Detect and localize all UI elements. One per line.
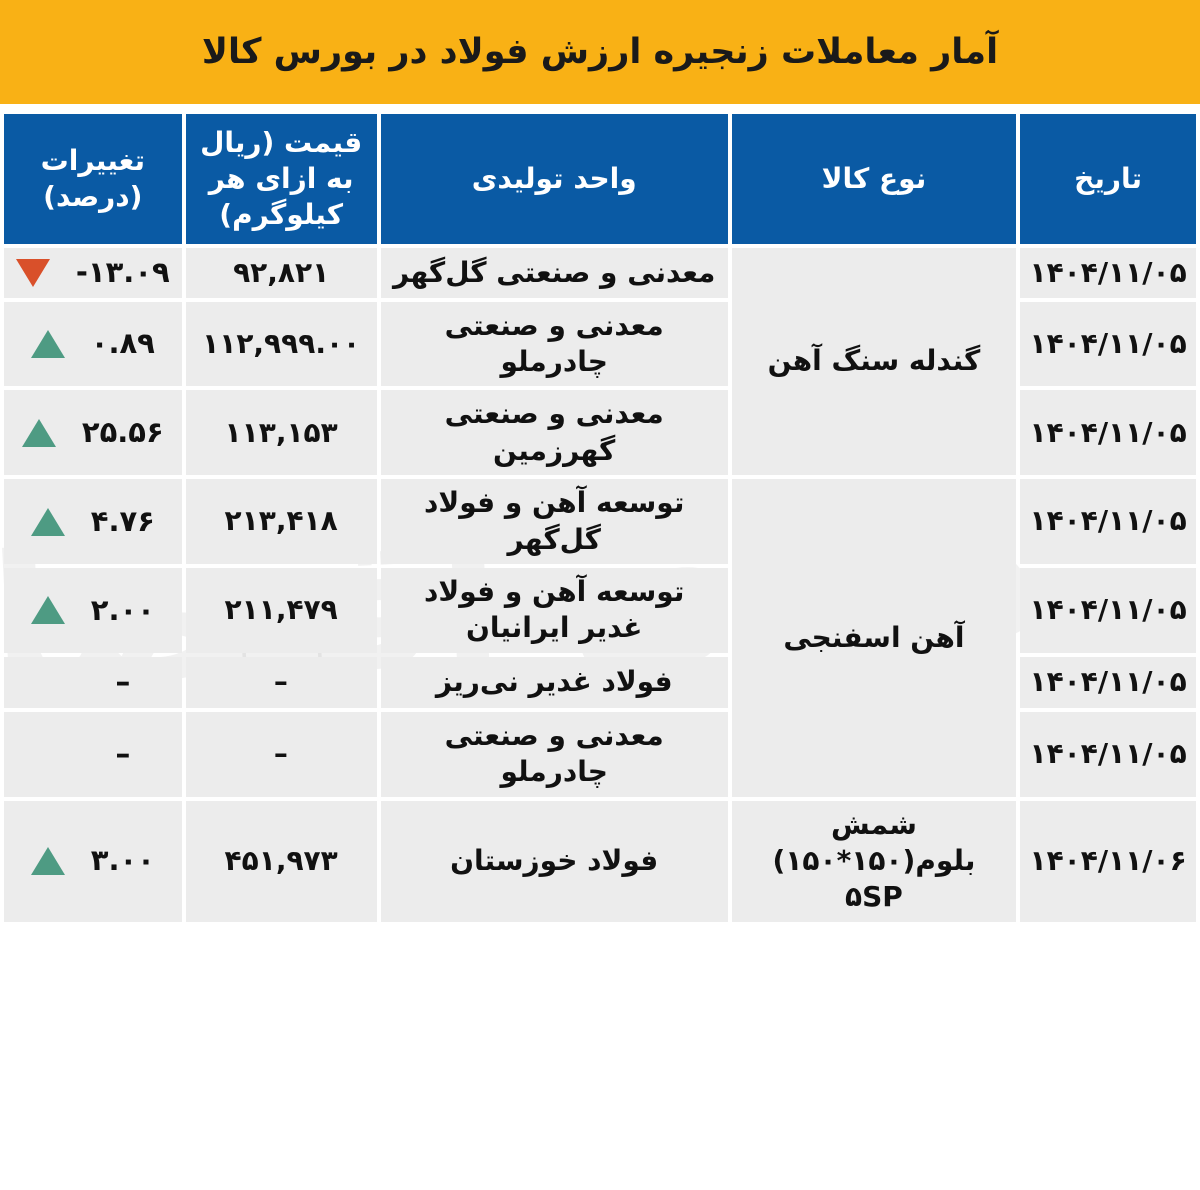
triangle-up-icon	[21, 418, 56, 447]
cell-price: ۲۱۱,۴۷۹	[185, 568, 377, 653]
table-row: ۱۴۰۴/۱۱/۰۵ توسعه آهن و فولاد غدیر ایرانیا…	[4, 568, 1196, 653]
cell-product-type: شمش بلوم(۱۵۰*۱۵۰) ۵SP	[731, 800, 1017, 922]
cell-production-unit: معدنی و صنعتی گل‌گهر	[380, 248, 728, 298]
cell-date: ۱۴۰۴/۱۱/۰۶	[1020, 800, 1196, 922]
cell-price: ۱۱۳,۱۵۳	[185, 390, 377, 476]
table-body: ۱۴۰۴/۱۱/۰۵ گندله سنگ آهن معدنی و صنعتی گل‌…	[4, 248, 1196, 922]
triangle-up-icon	[30, 596, 65, 625]
cell-product-type: آهن اسفنجی	[731, 479, 1017, 797]
cell-production-unit: فولاد خوزستان	[380, 800, 728, 922]
cell-date: ۱۴۰۴/۱۱/۰۵	[1020, 656, 1196, 708]
column-header-unit[interactable]: واحد تولیدی	[380, 114, 728, 244]
cell-date: ۱۴۰۴/۱۱/۰۵	[1020, 248, 1196, 298]
change-value: ۲.۰۰	[90, 592, 155, 627]
cell-price: –	[185, 711, 377, 797]
column-header-change[interactable]: تغییرات (درصد)	[4, 114, 182, 244]
table-row: ۱۴۰۴/۱۱/۰۵ فولاد غدیر نی‌ریز – –	[4, 656, 1196, 708]
change-value: ۳.۰۰	[90, 843, 155, 878]
triangle-up-icon	[30, 847, 65, 876]
table-row: ۱۴۰۴/۱۱/۰۵ معدنی و صنعتی چادرملو ۱۱۲,۹۹۹.۰…	[4, 301, 1196, 387]
change-value: –	[115, 664, 131, 700]
column-header-date[interactable]: تاریخ	[1020, 114, 1196, 244]
cell-production-unit: معدنی و صنعتی چادرملو	[380, 711, 728, 797]
cell-production-unit: معدنی و صنعتی چادرملو	[380, 301, 728, 387]
column-header-price[interactable]: قیمت (ریال به ازای هر کیلوگرم)	[185, 114, 377, 244]
cell-date: ۱۴۰۴/۱۱/۰۵	[1020, 479, 1196, 565]
cell-production-unit: فولاد غدیر نی‌ریز	[380, 656, 728, 708]
table-row: ۱۴۰۴/۱۱/۰۵ آهن اسفنجی توسعه آهن و فولاد گل…	[4, 479, 1196, 797]
table-header: تاریخ نوع کالا واحد تولیدی قیمت (ریال به…	[4, 114, 1196, 244]
page-title: آمار معاملات زنجیره ارزش فولاد در بورس ک…	[201, 32, 999, 72]
cell-production-unit: توسعه آهن و فولاد گل‌گهر	[380, 479, 728, 565]
cell-price: –	[185, 656, 377, 708]
cell-change-percent: ۲۵.۵۶	[4, 390, 182, 476]
cell-change-percent: –	[4, 711, 182, 797]
triangle-up-icon	[30, 507, 65, 536]
cell-date: ۱۴۰۴/۱۱/۰۵	[1020, 390, 1196, 476]
change-value: ۴.۷۶	[90, 503, 155, 538]
change-value: ۰.۸۹	[90, 326, 155, 361]
cell-price: ۴۵۱,۹۷۳	[185, 800, 377, 922]
cell-date: ۱۴۰۴/۱۱/۰۵	[1020, 568, 1196, 653]
cell-production-unit: توسعه آهن و فولاد غدیر ایرانیان	[380, 568, 728, 653]
cell-date: ۱۴۰۴/۱۱/۰۵	[1020, 301, 1196, 387]
table-row: ۱۴۰۴/۱۱/۰۵ معدنی و صنعتی گهرزمین ۱۱۳,۱۵۳ ۲۵…	[4, 390, 1196, 476]
cell-date: ۱۴۰۴/۱۱/۰۵	[1020, 711, 1196, 797]
triangle-up-icon	[30, 330, 65, 359]
change-value: –	[115, 736, 131, 772]
table-row: ۱۴۰۴/۱۱/۰۵ معدنی و صنعتی چادرملو – –	[4, 711, 1196, 797]
title-banner: آمار معاملات زنجیره ارزش فولاد در بورس ک…	[0, 0, 1200, 104]
cell-change-percent: ۴.۷۶	[4, 479, 182, 565]
cell-price: ۲۱۳,۴۱۸	[185, 479, 377, 565]
cell-change-percent: ۲.۰۰	[4, 568, 182, 653]
no-change-icon	[55, 668, 89, 696]
cell-change-percent: ۰.۸۹	[4, 301, 182, 387]
steel-value-chain-table: تاریخ نوع کالا واحد تولیدی قیمت (ریال به…	[0, 110, 1200, 926]
change-value: -۱۳.۰۹	[75, 255, 170, 289]
header-row: تاریخ نوع کالا واحد تولیدی قیمت (ریال به…	[4, 114, 1196, 244]
no-change-icon	[55, 740, 89, 768]
table-row: ۱۴۰۴/۱۱/۰۶ شمش بلوم(۱۵۰*۱۵۰) ۵SP فولاد خوز…	[4, 800, 1196, 922]
column-header-type[interactable]: نوع کالا	[731, 114, 1017, 244]
cell-price: ۹۲,۸۲۱	[185, 248, 377, 298]
triangle-down-icon	[15, 258, 50, 287]
table-row: ۱۴۰۴/۱۱/۰۵ گندله سنگ آهن معدنی و صنعتی گل‌…	[4, 248, 1196, 476]
cell-change-percent: -۱۳.۰۹	[4, 248, 182, 298]
cell-product-type: گندله سنگ آهن	[731, 248, 1017, 476]
cell-change-percent: –	[4, 656, 182, 708]
cell-price: ۱۱۲,۹۹۹.۰۰	[185, 301, 377, 387]
cell-change-percent: ۳.۰۰	[4, 800, 182, 922]
change-value: ۲۵.۵۶	[81, 415, 164, 450]
cell-production-unit: معدنی و صنعتی گهرزمین	[380, 390, 728, 476]
